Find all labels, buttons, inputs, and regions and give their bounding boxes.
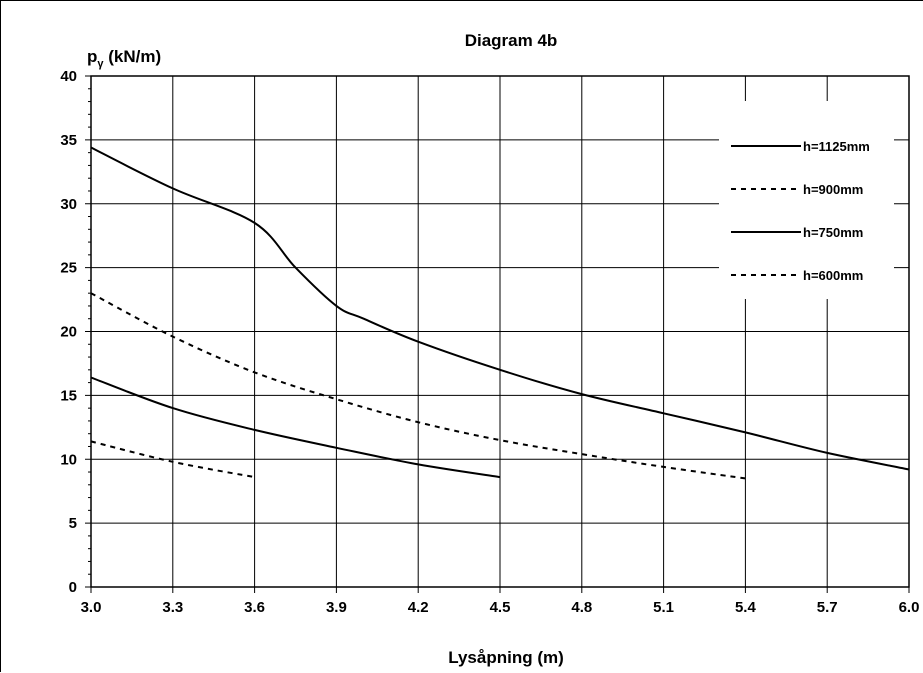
- series-layer: [90, 146, 910, 480]
- legend: h=1125mm h=900mm h=750mm h=600mm: [719, 101, 894, 299]
- legend-label: h=900mm: [803, 182, 863, 197]
- chart-title: Diagram 4b: [465, 31, 558, 50]
- y-tick-label: 40: [60, 68, 77, 85]
- y-tick-label: 10: [60, 451, 77, 468]
- y-axis-label-unit: (kN/m): [104, 47, 162, 66]
- x-tick-label: 3.3: [162, 599, 183, 616]
- x-axis-label: Lysåpning (m): [448, 648, 564, 667]
- legend-label: h=600mm: [803, 268, 863, 283]
- x-tick-label: 4.5: [490, 599, 511, 616]
- y-tick-label: 5: [69, 515, 77, 532]
- plot-area: [90, 75, 910, 588]
- x-tick-label: 4.8: [571, 599, 592, 616]
- x-tick-label: 5.4: [735, 599, 757, 616]
- y-axis-label-main: p: [87, 47, 97, 66]
- y-tick-label: 0: [69, 579, 77, 596]
- legend-background: [719, 101, 894, 299]
- series-line-h-750mm: [90, 376, 501, 479]
- series-line-h-900mm: [90, 292, 746, 480]
- x-tick-label: 5.7: [817, 599, 838, 616]
- y-tick-label: 30: [60, 196, 77, 213]
- series-line-h-1125mm: [90, 146, 910, 471]
- series-line-h-600mm: [90, 440, 255, 479]
- legend-label: h=750mm: [803, 225, 863, 240]
- y-tick-label: 35: [60, 132, 77, 149]
- x-tick-label: 3.0: [81, 599, 102, 616]
- y-tick-label: 20: [60, 324, 77, 341]
- y-axis-label-subscript: γ: [97, 58, 104, 70]
- y-tick-labels: 0 5 10 15 20 25 30 35 40: [60, 68, 77, 596]
- x-tick-label: 5.1: [653, 599, 674, 616]
- y-tick-label: 15: [60, 387, 77, 404]
- y-tick-label: 25: [60, 260, 77, 277]
- x-tick-label: 4.2: [408, 599, 429, 616]
- x-tick-label: 6.0: [899, 599, 920, 616]
- y-axis-label: pγ (kN/m): [87, 47, 161, 70]
- legend-label: h=1125mm: [803, 139, 870, 154]
- x-tick-label: 3.6: [244, 599, 265, 616]
- x-tick-labels: 3.0 3.3 3.6 3.9 4.2 4.5 4.8 5.1 5.4 5.7 6.0: [81, 599, 920, 616]
- x-tick-label: 3.9: [326, 599, 347, 616]
